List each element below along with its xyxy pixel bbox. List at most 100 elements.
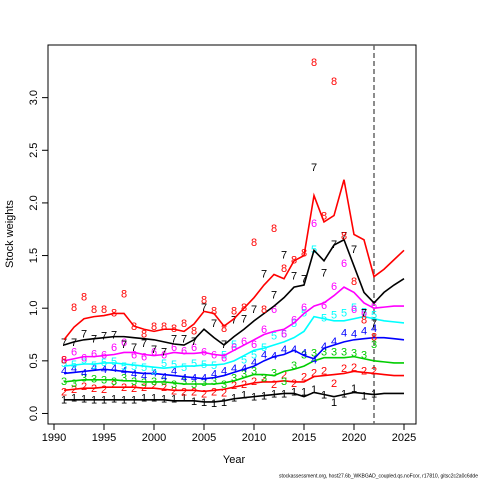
observation: 4: [351, 328, 357, 340]
observation: 5: [121, 361, 127, 373]
observation: 2: [61, 386, 67, 398]
observation: 8: [191, 325, 197, 337]
observation: 2: [271, 379, 277, 391]
observation: 7: [171, 334, 177, 346]
observation: 7: [231, 315, 237, 327]
observation: 1: [221, 397, 227, 409]
observation: 1: [281, 388, 287, 400]
observation: 6: [61, 355, 67, 367]
observation: 3: [351, 347, 357, 359]
observation: 2: [281, 369, 287, 381]
observation: 3: [221, 379, 227, 391]
observation: 1: [91, 395, 97, 407]
observation: 3: [311, 347, 317, 359]
observation: 2: [161, 382, 167, 394]
observation: 4: [181, 373, 187, 385]
observation: 6: [111, 342, 117, 354]
observation: 8: [331, 76, 337, 88]
observation: 2: [141, 382, 147, 394]
observation: 5: [291, 318, 297, 330]
observation: 1: [301, 386, 307, 398]
observation: 7: [141, 338, 147, 350]
observation: 2: [321, 365, 327, 377]
observation: 2: [231, 380, 237, 392]
observation: 7: [101, 331, 107, 343]
observation: 1: [231, 393, 237, 405]
observation: 3: [211, 376, 217, 388]
observation: 6: [101, 349, 107, 361]
observation: 1: [111, 394, 117, 406]
observation: 8: [121, 288, 127, 300]
observation: 3: [241, 368, 247, 380]
observation: 2: [211, 386, 217, 398]
observation: 6: [91, 348, 97, 360]
observation: 7: [211, 318, 217, 330]
observation: 8: [81, 292, 87, 304]
observation: 2: [351, 362, 357, 374]
x-tick-label: 2020: [342, 432, 366, 444]
observation: 7: [221, 339, 227, 351]
observation: 8: [261, 304, 267, 316]
observation: 4: [61, 365, 67, 377]
observation: 6: [181, 345, 187, 357]
x-axis-label: Year: [223, 454, 246, 466]
observation: 5: [111, 356, 117, 368]
observation: 3: [291, 360, 297, 372]
observation: 5: [281, 328, 287, 340]
observation: 1: [251, 392, 257, 404]
x-tick-label: 1995: [92, 432, 116, 444]
observation: 4: [171, 365, 177, 377]
observation: 6: [271, 304, 277, 316]
observation: 1: [291, 386, 297, 398]
observation: 1: [261, 391, 267, 403]
observation: 3: [151, 376, 157, 388]
observation: 3: [201, 377, 207, 389]
observation: 6: [311, 218, 317, 230]
observation: 2: [151, 380, 157, 392]
y-tick-label: 0.5: [28, 353, 40, 368]
observation: 8: [161, 321, 167, 333]
observation: 8: [291, 255, 297, 267]
observation: 7: [161, 346, 167, 358]
y-axis-label: Stock weights: [4, 200, 16, 268]
observation: 2: [191, 386, 197, 398]
observation: 6: [161, 349, 167, 361]
observation: 8: [91, 304, 97, 316]
observation: 6: [331, 281, 337, 293]
observation: 4: [361, 325, 367, 337]
observation: 1: [181, 393, 187, 405]
observation: 5: [171, 359, 177, 371]
observation: 8: [361, 315, 367, 327]
observation: 7: [91, 334, 97, 346]
observation: 2: [341, 363, 347, 375]
observation: 5: [251, 349, 257, 361]
observation: 5: [261, 342, 267, 354]
observation: 5: [201, 359, 207, 371]
y-tick-label: 1.5: [28, 248, 40, 263]
observation: 7: [331, 239, 337, 251]
observation: 7: [71, 337, 77, 349]
y-tick-label: 0.0: [28, 406, 40, 421]
observation: 6: [131, 349, 137, 361]
observation: 8: [201, 295, 207, 307]
observation: 6: [121, 337, 127, 349]
observation: 2: [291, 378, 297, 390]
observation: 6: [71, 346, 77, 358]
observation: 8: [211, 305, 217, 317]
observation: 8: [151, 321, 157, 333]
observation: 7: [361, 307, 367, 319]
observation: 1: [271, 388, 277, 400]
observation: 7: [281, 249, 287, 261]
y-tick-label: 2.0: [28, 195, 40, 210]
x-tick-label: 1990: [42, 432, 66, 444]
y-tick-label: 3.0: [28, 90, 40, 105]
observation: 5: [371, 309, 377, 321]
observation: 4: [191, 373, 197, 385]
observation: 4: [151, 367, 157, 379]
observation: 4: [101, 364, 107, 376]
observation: 8: [301, 247, 307, 259]
observation: 2: [71, 384, 77, 396]
observation: 2: [111, 379, 117, 391]
observation: 6: [371, 300, 377, 312]
